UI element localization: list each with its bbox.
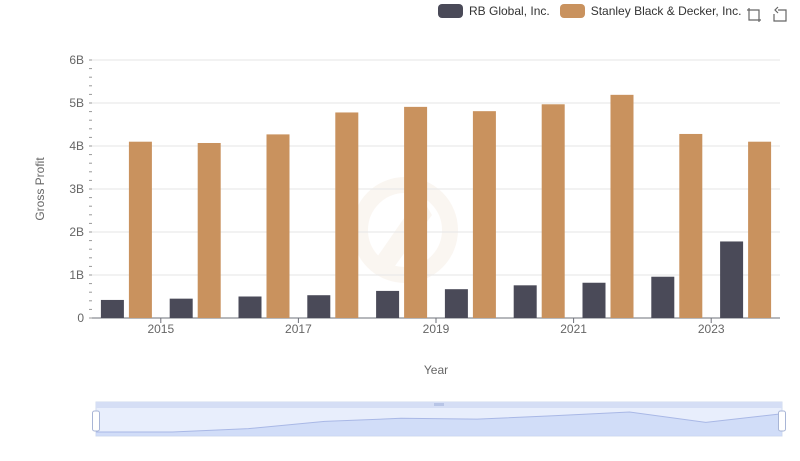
bar-stanley-black-decker-2020[interactable] (541, 104, 565, 318)
zoom-handle-right[interactable] (778, 410, 786, 432)
x-tick-label: 2023 (698, 322, 725, 336)
bar-stanley-black-decker-2014[interactable] (128, 141, 152, 318)
bar-stanley-black-decker-2016[interactable] (266, 134, 290, 318)
bar-rb-global-2014[interactable] (100, 299, 124, 318)
bar-stanley-black-decker-2019[interactable] (472, 111, 496, 318)
legend-label-rb-global: RB Global, Inc. (469, 4, 550, 18)
bar-rb-global-2016[interactable] (238, 296, 262, 319)
y-tick-label: 5B (69, 96, 84, 110)
bar-rb-global-2023[interactable] (720, 241, 744, 318)
bar-rb-global-2015[interactable] (169, 298, 193, 318)
x-tick-label: 2019 (423, 322, 450, 336)
grid-lines (92, 59, 780, 276)
bar-stanley-black-decker-2023[interactable] (748, 141, 772, 318)
legend-swatch-rb-global (438, 4, 463, 18)
x-tick-label: 2021 (560, 322, 587, 336)
bar-rb-global-2021[interactable] (582, 282, 606, 318)
bar-rb-global-2017[interactable] (307, 295, 331, 318)
zoom-preview-line (96, 411, 783, 433)
chart-legend: RB Global, Inc. Stanley Black & Decker, … (438, 4, 741, 18)
data-zoom-slider[interactable] (92, 401, 786, 437)
y-tick-label: 2B (69, 225, 84, 239)
legend-swatch-stanley-black-decker (559, 4, 585, 18)
restore-icon[interactable] (771, 6, 789, 24)
bar-rb-global-2018[interactable] (376, 290, 400, 318)
legend-label-stanley-black-decker: Stanley Black & Decker, Inc. (590, 4, 742, 18)
bar-stanley-black-decker-2015[interactable] (197, 142, 221, 318)
bars (100, 94, 772, 319)
x-tick-label: 2017 (285, 322, 312, 336)
x-tick-label: 2015 (147, 322, 174, 336)
bar-stanley-black-decker-2021[interactable] (610, 94, 634, 318)
x-axis-title: Year (424, 363, 448, 377)
y-axis-title: Gross Profit (33, 157, 47, 221)
y-tick-label: 1B (69, 268, 84, 282)
legend-item-rb-global[interactable]: RB Global, Inc. (438, 4, 550, 18)
y-tick-label: 6B (69, 53, 84, 67)
zoom-preview-area (96, 412, 782, 436)
bar-stanley-black-decker-2018[interactable] (404, 106, 428, 319)
zoom-drag-grip[interactable] (434, 403, 444, 406)
legend-item-stanley-black-decker[interactable]: Stanley Black & Decker, Inc. (559, 4, 742, 18)
bar-stanley-black-decker-2017[interactable] (335, 112, 359, 319)
bar-rb-global-2019[interactable] (444, 289, 468, 318)
zoom-icon[interactable] (745, 6, 763, 24)
chart-toolbox (745, 6, 789, 24)
zoom-handle-left[interactable] (92, 410, 100, 432)
y-tick-label: 0 (77, 311, 84, 325)
bar-stanley-black-decker-2022[interactable] (679, 133, 703, 318)
bar-rb-global-2022[interactable] (651, 276, 675, 318)
y-tick-label: 3B (69, 182, 84, 196)
bar-rb-global-2020[interactable] (513, 285, 537, 318)
y-tick-label: 4B (69, 139, 84, 153)
